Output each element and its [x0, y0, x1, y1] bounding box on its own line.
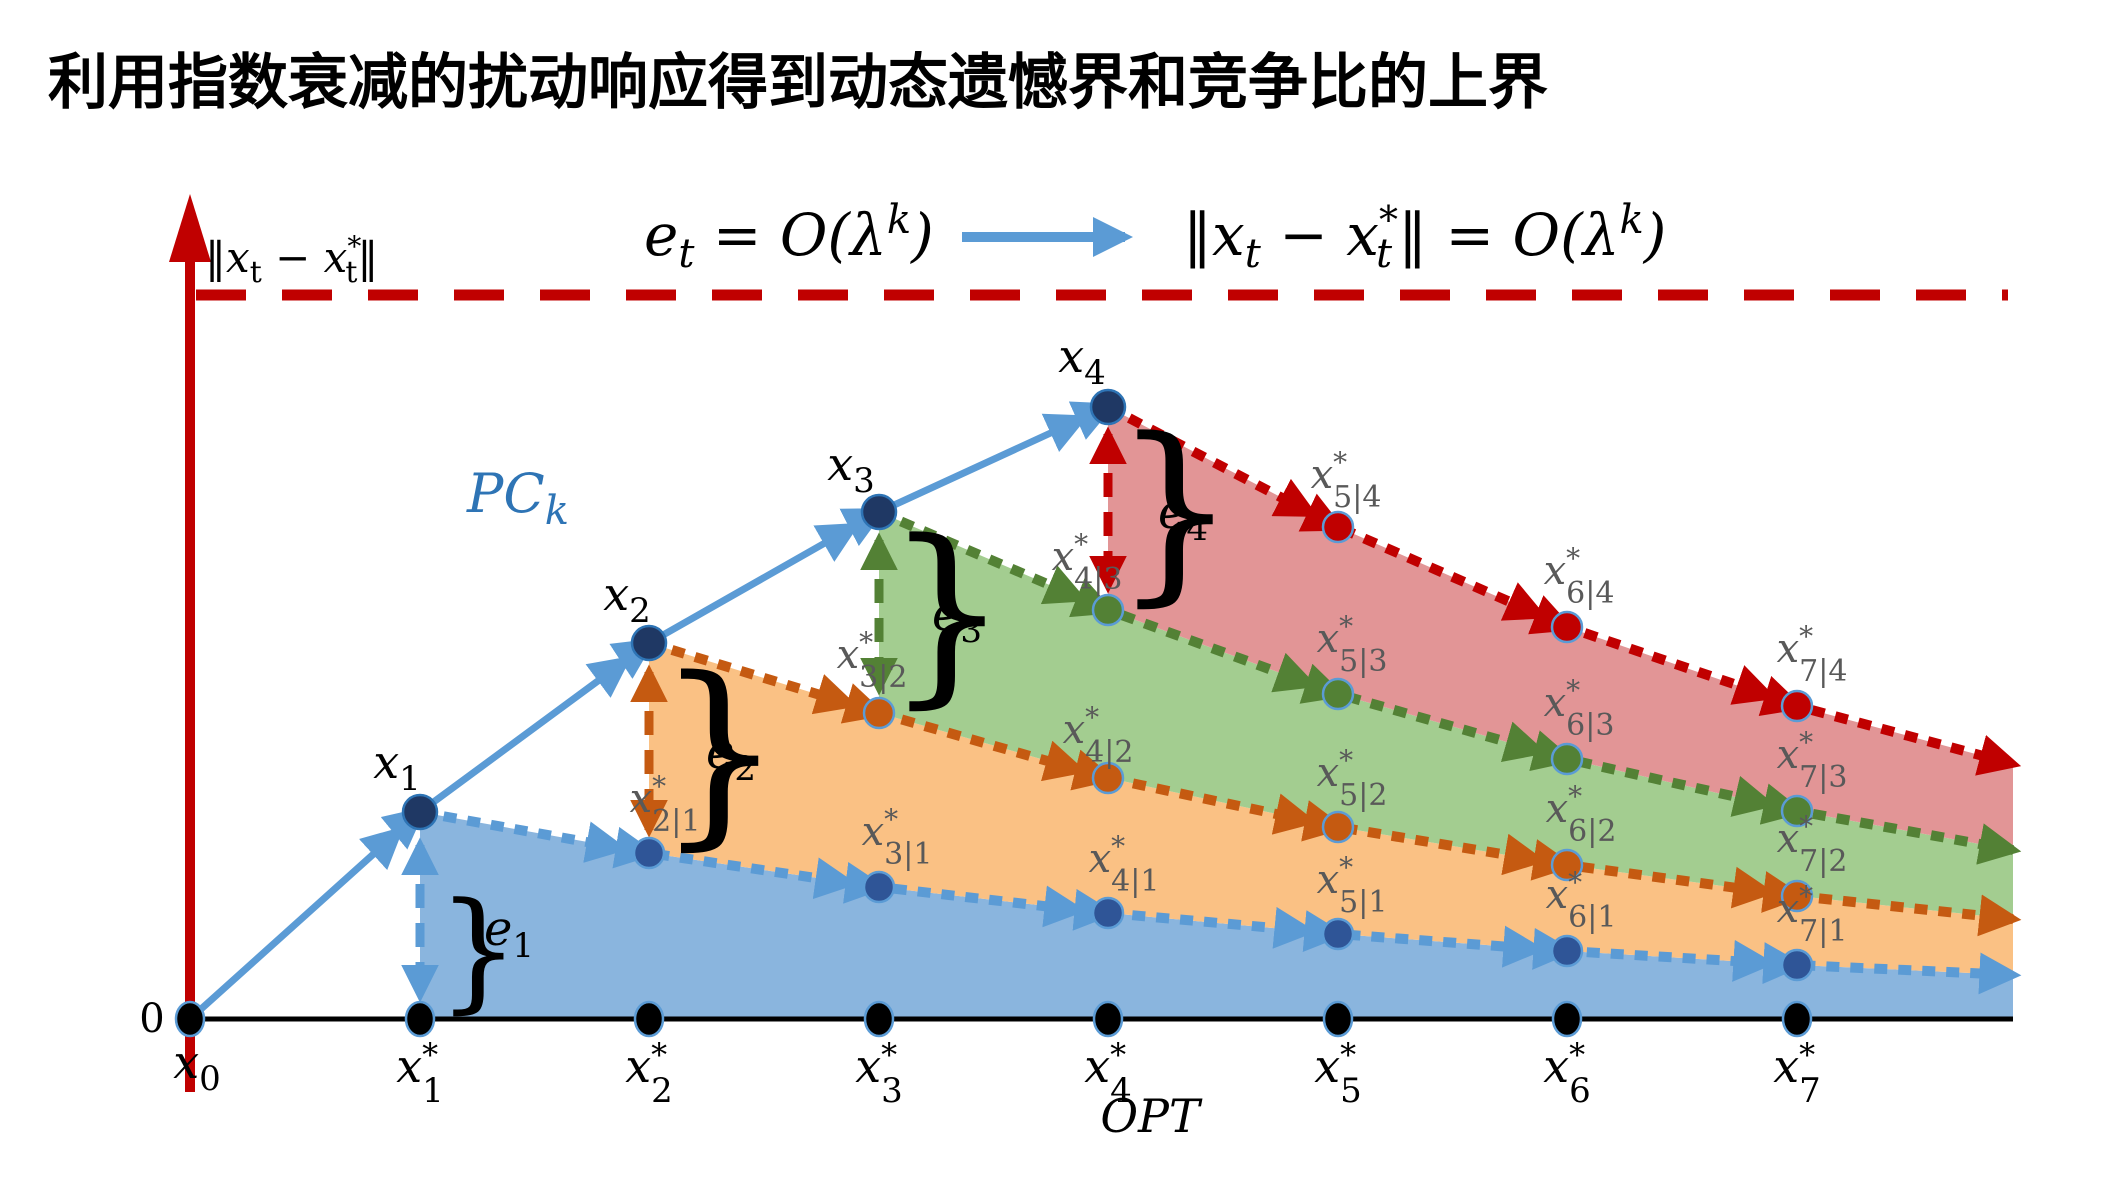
point-xstar-6-2 [1550, 848, 1584, 882]
brace-e4: } [1113, 397, 1237, 624]
point-x1 [401, 793, 439, 831]
point-xstar-6-1 [1550, 934, 1584, 968]
point-x0-origin [174, 1000, 206, 1038]
point-xstar-7-2 [1780, 879, 1814, 913]
point-xstar-7-4 [1780, 689, 1814, 723]
point-xstar-6 [1551, 1000, 1583, 1038]
y-axis-arrowhead [169, 194, 211, 262]
point-xstar-2 [633, 1000, 665, 1038]
label-y-axis: ‖xt − x* t‖ [205, 230, 378, 290]
label-opt: OPT [1100, 1089, 1203, 1143]
formula-rhs: ‖xt − x* t ‖ = O(λk) [1183, 197, 1666, 277]
point-x4 [1089, 388, 1127, 426]
label-xstar-5-2: x* 5|2 [1317, 744, 1388, 813]
label-x3: x3 [827, 437, 875, 501]
point-xstar-4-2 [1091, 761, 1125, 795]
point-xstar-5-2 [1321, 810, 1355, 844]
label-xstar-4-2: x* 4|2 [1063, 701, 1134, 770]
brace-e1: } [437, 874, 520, 1026]
label-xstar-5-3: x* 5|3 [1317, 610, 1388, 679]
point-xstar-2-1 [632, 836, 666, 870]
brace-e3: } [885, 499, 1009, 726]
label-e4: e4 [1158, 484, 1208, 549]
point-xstar-5-4 [1321, 510, 1355, 544]
label-xstar-2: x* 2 [625, 1036, 673, 1111]
label-xstar-2-1: x* 2|1 [630, 770, 701, 839]
point-xstar-4 [1092, 1000, 1124, 1038]
label-xstar-4-3: x* 4|3 [1052, 528, 1123, 597]
point-xstar-7-1 [1780, 948, 1814, 982]
label-e3: e3 [932, 586, 982, 651]
label-xstar-6-2: x* 6|2 [1546, 780, 1617, 849]
label-xstar-7-3: x* 7|3 [1777, 726, 1848, 795]
label-xstar-4-1: x* 4|1 [1089, 830, 1160, 899]
label-origin-zero: 0 [139, 996, 164, 1042]
point-xstar-6-4 [1550, 610, 1584, 644]
label-xstar-6: x* 6 [1543, 1036, 1591, 1111]
point-xstar-3 [863, 1000, 895, 1038]
point-x3 [860, 493, 898, 531]
label-xstar-5-4: x* 5|4 [1311, 446, 1382, 515]
label-pck: PCk [466, 462, 569, 534]
label-xstar-1: x* 1 [396, 1036, 444, 1111]
label-xstar-6-3: x* 6|3 [1544, 674, 1615, 743]
point-xstar-3-1 [862, 870, 896, 904]
point-xstar-1 [404, 1000, 436, 1038]
point-xstar-5-3 [1321, 677, 1355, 711]
point-x2 [630, 624, 668, 662]
slide-title: 利用指数衰减的扰动响应得到动态遗憾界和竞争比的上界 [48, 48, 1548, 118]
point-xstar-7 [1781, 1000, 1813, 1038]
label-xstar-5: x* 5 [1314, 1036, 1362, 1111]
label-x1: x1 [373, 735, 421, 799]
point-xstar-4-1 [1091, 896, 1125, 930]
label-xstar-4: x* 4 [1084, 1036, 1132, 1111]
label-xstar-7: x* 7 [1773, 1036, 1821, 1111]
point-xstar-6-3 [1550, 742, 1584, 776]
label-xstar-3: x* 3 [855, 1036, 903, 1111]
label-xstar-6-4: x* 6|4 [1544, 542, 1615, 611]
label-xstar-3-1: x* 3|1 [862, 803, 933, 872]
brace-e2: } [656, 636, 783, 869]
label-e2: e2 [706, 724, 756, 789]
label-e1: e1 [484, 901, 534, 966]
point-xstar-7-3 [1780, 794, 1814, 828]
label-xstar-6-1: x* 6|1 [1546, 866, 1617, 935]
label-xstar-7-1: x* 7|1 [1777, 880, 1848, 949]
point-xstar-5 [1322, 1000, 1354, 1038]
label-x2: x2 [603, 567, 651, 631]
label-xstar-3-2: x* 3|2 [837, 626, 908, 695]
formula-lhs: et = O(λk) [644, 197, 934, 277]
point-xstar-3-2 [862, 696, 896, 730]
point-xstar-4-3 [1091, 593, 1125, 627]
label-x4: x4 [1058, 329, 1106, 393]
label-xstar-7-4: x* 7|4 [1777, 620, 1848, 689]
label-xstar-5-1: x* 5|1 [1317, 851, 1388, 920]
point-xstar-5-1 [1321, 917, 1355, 951]
label-x0: x0 [173, 1035, 221, 1099]
label-xstar-7-2: x* 7|2 [1777, 810, 1848, 879]
